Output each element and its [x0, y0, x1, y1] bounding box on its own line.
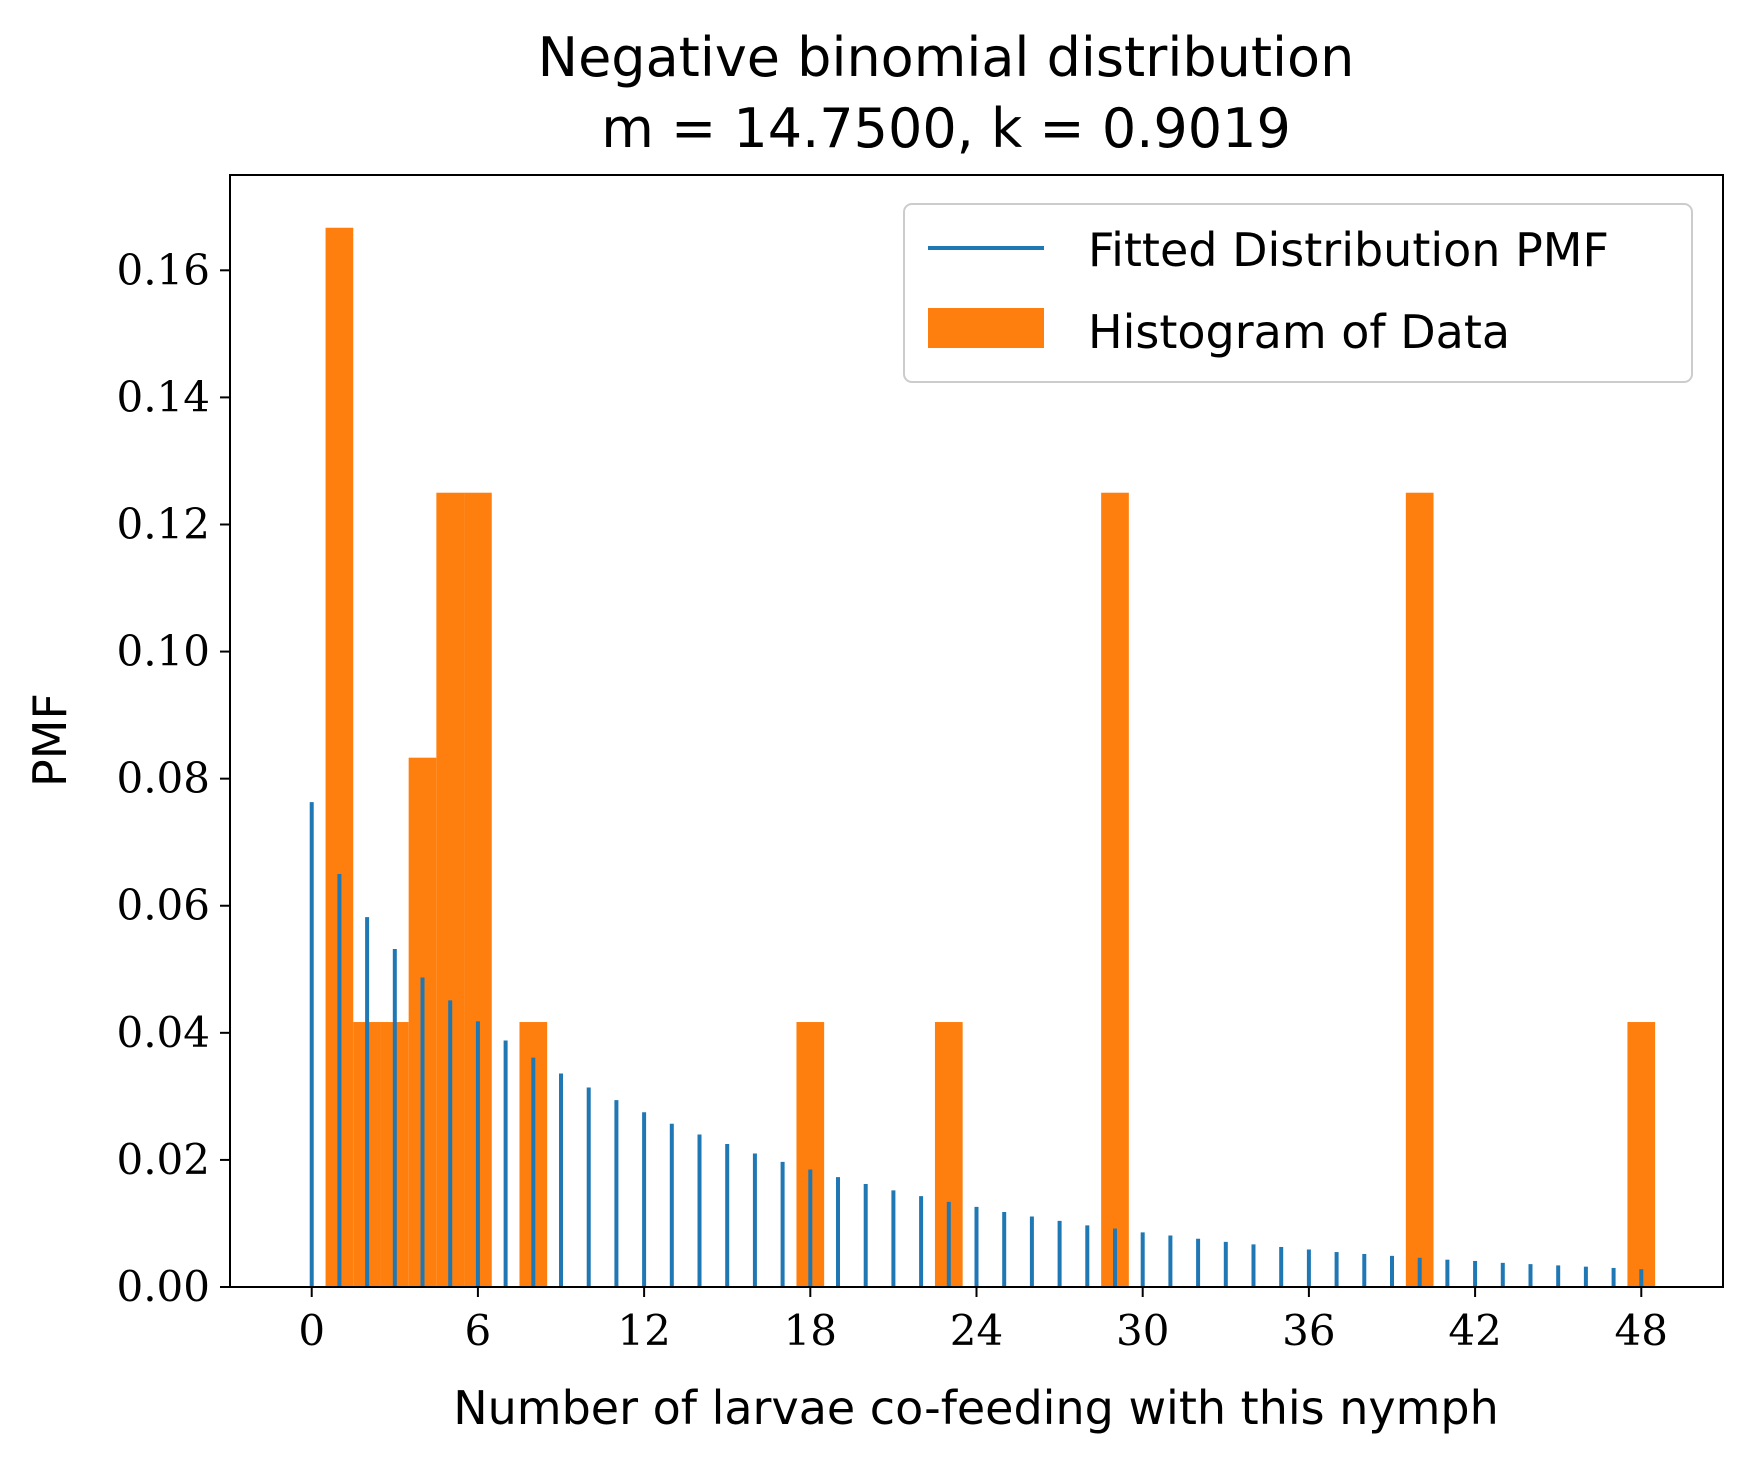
plot-area — [309, 227, 1656, 1287]
y-tick-label: 0.02 — [116, 1135, 210, 1184]
legend-box — [903, 203, 1693, 383]
x-tick-label: 36 — [1282, 1306, 1335, 1355]
y-tick-label: 0.04 — [116, 1008, 210, 1057]
x-tick-label: 42 — [1448, 1306, 1501, 1355]
x-tick-label: 24 — [950, 1306, 1003, 1355]
y-tick-label: 0.06 — [116, 881, 210, 930]
x-axis-label: Number of larvae co-feeding with this ny… — [453, 1381, 1499, 1435]
histogram-bar — [1627, 1022, 1656, 1287]
legend: Fitted Distribution PMF Histogram of Dat… — [903, 203, 1693, 383]
y-tick-label: 0.08 — [116, 754, 210, 803]
axes-frame — [229, 174, 1724, 1288]
x-tick-label: 0 — [298, 1306, 325, 1355]
y-axis: 0.00 0.02 0.04 0.06 0.08 0.10 0.12 0.14 0.16 — [116, 245, 230, 1311]
x-tick-label: 12 — [617, 1306, 670, 1355]
y-tick-label: 0.10 — [116, 627, 210, 676]
x-tick-label: 48 — [1615, 1306, 1668, 1355]
x-tick-label: 18 — [784, 1306, 837, 1355]
histogram-bar — [1101, 492, 1129, 1287]
chart-title: Negative binomial distribution — [538, 26, 1355, 89]
legend-histogram-label: Histogram of Data — [1088, 305, 1510, 359]
x-tick-label: 6 — [465, 1306, 492, 1355]
legend-pmf-label: Fitted Distribution PMF — [1088, 223, 1609, 277]
y-tick-label: 0.14 — [116, 372, 210, 421]
legend-histogram-swatch — [928, 308, 1044, 348]
y-tick-label: 0.00 — [116, 1262, 210, 1311]
chart-subtitle: m = 14.7500, k = 0.9019 — [601, 97, 1291, 160]
y-tick-label: 0.16 — [116, 245, 210, 294]
y-tick-label: 0.12 — [116, 499, 210, 548]
y-axis-label: PMF — [23, 693, 77, 787]
x-tick-label: 30 — [1116, 1306, 1169, 1355]
histogram-bar — [1405, 492, 1434, 1287]
x-axis: 0 6 12 18 24 30 36 42 48 — [298, 1287, 1668, 1355]
